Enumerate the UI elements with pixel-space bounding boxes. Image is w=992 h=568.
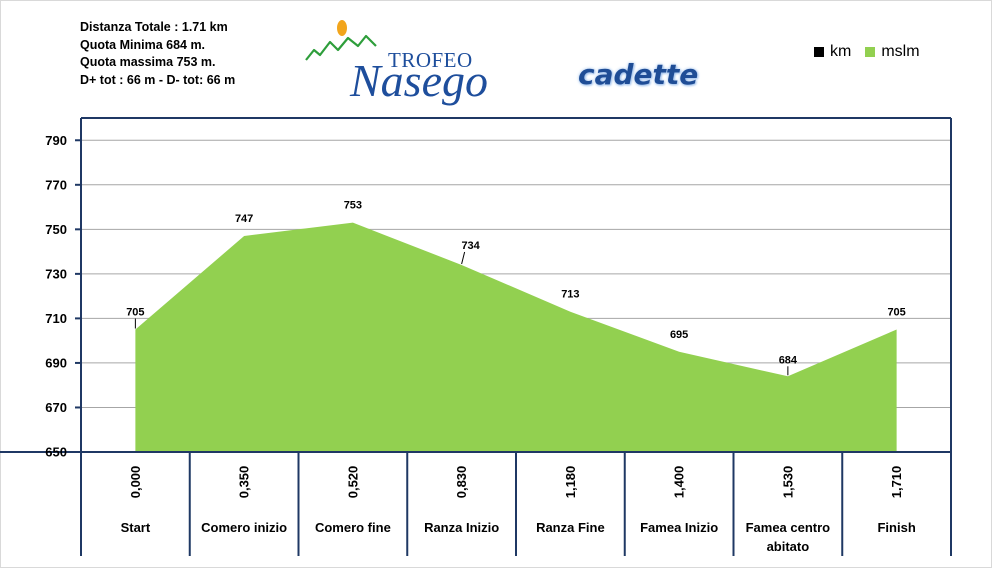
km-label: 0,350: [237, 466, 252, 499]
y-tick-label: 730: [45, 266, 67, 281]
legend-label-km: km: [830, 43, 852, 60]
min-altitude-text: Quota Minima 684 m.: [80, 37, 206, 52]
category-label: Ranza Fine: [536, 520, 605, 535]
km-label: 0,000: [128, 466, 143, 499]
y-tick-labels: 650 670 690 710 730 750 770 790: [45, 133, 67, 460]
km-label: 1,180: [563, 466, 578, 499]
km-label: 0,830: [454, 466, 469, 499]
legend: km mslm: [814, 43, 934, 61]
category-title: cadette: [578, 58, 699, 91]
category-label-line: Comero inizio: [201, 520, 287, 535]
data-label: 684: [779, 354, 798, 366]
category-label-line: abitato: [767, 539, 810, 554]
category-label-line: Finish: [877, 520, 915, 535]
category-label-line: Famea Inizio: [640, 520, 718, 535]
y-tick-label: 710: [45, 311, 67, 326]
km-label: 1,710: [889, 466, 904, 499]
max-altitude-text: Quota massima 753 m.: [80, 55, 216, 69]
logo-mountains-icon: [305, 34, 377, 61]
data-label: 705: [126, 307, 144, 319]
category-label-line: Ranza Fine: [536, 520, 605, 535]
category-label: Comero fine: [315, 520, 391, 535]
data-label: 695: [670, 329, 688, 341]
black-square-icon: [814, 47, 824, 57]
label-leader-line: [461, 251, 466, 265]
elevation-area-path: [135, 222, 897, 452]
y-tick-label: 670: [45, 400, 67, 415]
category-label-line: Comero fine: [315, 520, 391, 535]
category-label-line: Start: [121, 520, 151, 535]
data-labels: 705 747 753 734 713 695 684 705: [126, 200, 906, 367]
logo-name: Nasego: [350, 55, 488, 106]
green-square-icon: [865, 47, 876, 57]
data-label: 753: [344, 200, 362, 212]
axes: [0, 117, 952, 556]
category-label-line: Famea centro: [746, 520, 831, 535]
y-tick-label: 750: [45, 222, 67, 237]
y-tick-label: 650: [45, 445, 67, 460]
category-label-line: Ranza Inizio: [424, 520, 499, 535]
data-label: 747: [235, 213, 253, 225]
data-label: 713: [561, 289, 579, 301]
data-label: 734: [461, 240, 480, 252]
logo-sun-icon: [337, 20, 347, 36]
data-label: 705: [887, 307, 905, 319]
category-label: Comero inizio: [201, 520, 287, 535]
km-label: 0,520: [345, 466, 360, 499]
total-distance-text: Distanza Totale : 1.71 km: [80, 20, 228, 34]
legend-label-mslm: mslm: [881, 43, 920, 60]
category-label: Start: [121, 520, 151, 535]
km-label: 1,530: [780, 466, 795, 499]
category-label: Famea centro abitato: [746, 520, 831, 554]
trofeo-nasego-logo: [305, 20, 377, 61]
legend-item-mslm: mslm: [865, 43, 920, 61]
category-labels: 0,000 Start 0,350 Comero inizio 0,520 Comero …: [121, 466, 916, 554]
category-label: Ranza Inizio: [424, 520, 499, 535]
y-tick-label: 690: [45, 355, 67, 370]
legend-item-km: km: [814, 43, 851, 61]
km-label: 1,400: [672, 466, 687, 499]
logo-word: TROFEO: [388, 48, 473, 72]
route-stats: Distanza Totale : 1.71 km Quota Minima 6…: [80, 19, 235, 89]
elevation-area: [135, 222, 897, 452]
label-leader-lines: [134, 251, 789, 376]
y-tick-label: 790: [45, 133, 67, 148]
y-tick-label: 770: [45, 177, 67, 192]
elevation-gain-text: D+ tot : 66 m - D- tot: 66 m: [80, 72, 236, 87]
category-label: Famea Inizio: [640, 520, 718, 535]
category-label: Finish: [877, 520, 915, 535]
